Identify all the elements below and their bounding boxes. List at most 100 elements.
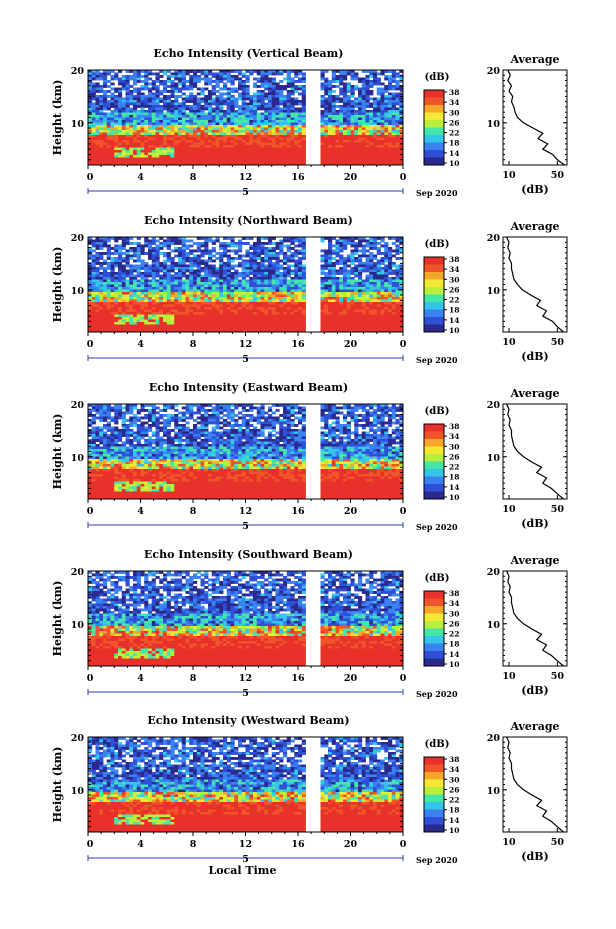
heatmap-cell xyxy=(174,78,178,81)
heatmap-cell xyxy=(242,85,246,88)
heatmap-cell xyxy=(156,120,160,123)
heatmap-cell xyxy=(366,245,370,248)
heatmap-cell xyxy=(384,143,388,146)
heatmap-cell xyxy=(354,105,358,108)
heatmap-cell xyxy=(366,85,370,88)
heatmap-cell xyxy=(223,138,227,141)
heatmap-cell xyxy=(234,78,238,81)
heatmap-cell xyxy=(294,290,298,293)
heatmap-cell xyxy=(129,287,133,290)
heatmap-cell xyxy=(227,78,231,81)
heatmap-cell xyxy=(197,140,201,143)
heatmap-cell xyxy=(144,267,148,270)
heatmap-cell xyxy=(178,272,182,275)
heatmap-cell xyxy=(107,148,111,151)
heatmap-cell xyxy=(197,103,201,106)
heatmap-cell xyxy=(126,100,130,103)
heatmap-cell xyxy=(238,282,242,285)
heatmap-cell xyxy=(343,277,347,280)
heatmap-cell xyxy=(351,255,355,258)
heatmap-cell xyxy=(234,145,238,148)
heatmap-cell xyxy=(283,150,287,153)
heatmap-cell xyxy=(388,100,392,103)
heatmap-cell xyxy=(246,103,250,106)
heatmap-cell xyxy=(253,252,257,255)
heatmap-cell xyxy=(272,300,276,303)
heatmap-cell xyxy=(111,292,115,295)
heatmap-cell xyxy=(159,302,163,305)
heatmap-cell xyxy=(373,153,377,156)
heatmap-cell xyxy=(223,270,227,273)
heatmap-cell xyxy=(144,128,148,131)
heatmap-cell xyxy=(396,83,400,86)
heatmap-cell xyxy=(279,90,283,93)
heatmap-cell xyxy=(384,78,388,81)
heatmap-cell xyxy=(152,272,156,275)
heatmap-cell xyxy=(141,160,145,163)
heatmap-cell xyxy=(264,138,268,141)
heatmap-cell xyxy=(223,143,227,146)
heatmap-cell xyxy=(332,285,336,288)
heatmap-cell xyxy=(193,272,197,275)
heatmap-cell xyxy=(291,300,295,303)
heatmap-cell xyxy=(212,73,216,76)
heatmap-cell xyxy=(339,282,343,285)
heatmap-cell xyxy=(351,287,355,290)
heatmap-cell xyxy=(283,103,287,106)
heatmap-cell xyxy=(231,307,235,310)
heatmap-cell xyxy=(362,108,366,111)
heatmap-cell xyxy=(137,310,141,313)
heatmap-cell xyxy=(276,287,280,290)
colorbar-segment xyxy=(424,113,444,121)
heatmap-cell xyxy=(129,143,133,146)
heatmap-cell xyxy=(189,145,193,148)
heatmap-cell xyxy=(238,133,242,136)
heatmap-cell xyxy=(189,100,193,103)
heatmap-cell xyxy=(133,250,137,253)
heatmap-cell xyxy=(167,160,171,163)
heatmap-cell xyxy=(253,265,257,268)
heatmap-cell xyxy=(388,265,392,268)
heatmap-cell xyxy=(103,282,107,285)
heatmap-cell xyxy=(249,155,253,158)
heatmap-cell xyxy=(347,130,351,133)
heatmap-cell xyxy=(212,265,216,268)
heatmap-cell xyxy=(223,158,227,161)
heatmap-cell xyxy=(227,133,231,136)
heatmap-cell xyxy=(377,145,381,148)
heatmap-cell xyxy=(279,300,283,303)
heatmap-cell xyxy=(366,78,370,81)
heatmap-cell xyxy=(114,260,118,263)
heatmap-cell xyxy=(208,118,212,121)
heatmap-cell xyxy=(88,145,92,148)
heatmap-cell xyxy=(208,272,212,275)
heatmap-cell xyxy=(238,98,242,101)
heatmap-cell xyxy=(388,148,392,151)
average-x-tick-label: 10 xyxy=(502,170,516,181)
heatmap-cell xyxy=(268,120,272,123)
heatmap-cell xyxy=(201,150,205,153)
heatmap-cell xyxy=(111,160,115,163)
heatmap-cell xyxy=(126,240,130,243)
heatmap-cell xyxy=(212,115,216,118)
heatmap-cell xyxy=(257,247,261,250)
heatmap-cell xyxy=(201,290,205,293)
heatmap-cell xyxy=(351,250,355,253)
heatmap-cell xyxy=(231,108,235,111)
heatmap-cell xyxy=(197,260,201,263)
heatmap-cell xyxy=(351,120,355,123)
heatmap-cell xyxy=(204,280,208,283)
heatmap-cell xyxy=(294,158,298,161)
heatmap-cell xyxy=(186,292,190,295)
heatmap-cell xyxy=(261,140,265,143)
heatmap-cell xyxy=(257,140,261,143)
heatmap-cell xyxy=(287,135,291,138)
heatmap-cell xyxy=(351,302,355,305)
heatmap-cell xyxy=(212,143,216,146)
heatmap-cell xyxy=(129,257,133,260)
heatmap-cell xyxy=(111,155,115,158)
heatmap-cell xyxy=(156,295,160,298)
heatmap-cell xyxy=(347,282,351,285)
heatmap-cell xyxy=(88,98,92,101)
heatmap-cell xyxy=(204,270,208,273)
